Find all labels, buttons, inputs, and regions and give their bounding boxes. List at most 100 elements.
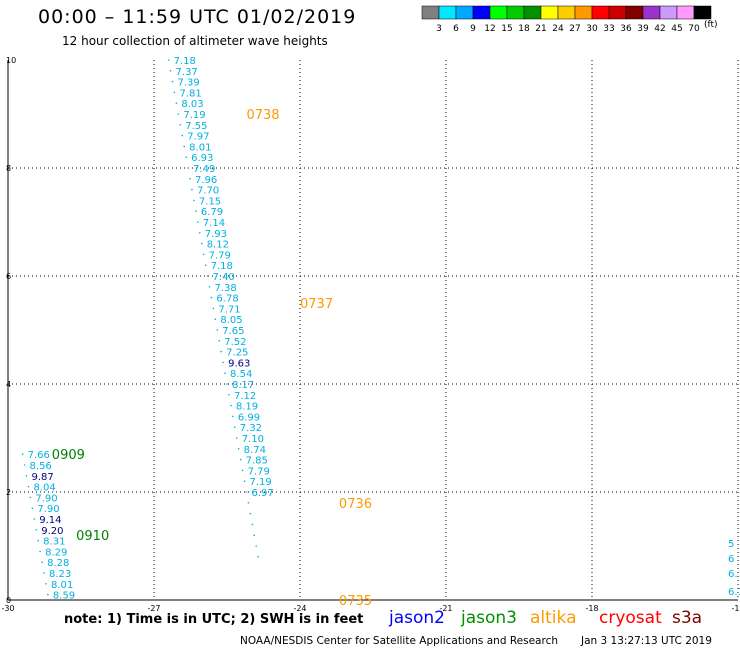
data-point (25, 475, 28, 477)
x-tick-label: -18 (585, 604, 598, 613)
data-point (218, 340, 221, 342)
footer-timestamp: Jan 3 13:27:13 UTC 2019 (581, 635, 712, 647)
data-point (232, 415, 234, 418)
colorbar-unit: (ft) (704, 20, 718, 30)
time-label: 0735 (339, 594, 372, 609)
data-point (21, 453, 24, 456)
data-point (257, 556, 259, 558)
data-label: 8.12 (207, 240, 229, 251)
data-point (37, 539, 39, 542)
data-label: 8.23 (49, 569, 71, 580)
data-label: 7.15 (199, 196, 221, 207)
data-point (206, 275, 209, 277)
colorbar-swatch (591, 5, 610, 20)
data-point (181, 134, 184, 137)
data-label: 6.79 (201, 207, 223, 218)
colorbar-label: 36 (620, 24, 632, 34)
data-label: 7.55 (185, 121, 207, 132)
data-label: 7.65 (222, 326, 244, 337)
colorbar-swatch (540, 5, 559, 20)
x-tick-label: -27 (147, 604, 160, 613)
data-point (224, 372, 226, 375)
data-label: 7.19 (183, 110, 205, 121)
data-label: 8.19 (236, 402, 258, 413)
data-point (243, 480, 246, 483)
data-point (177, 113, 180, 115)
chart-subtitle: 12 hour collection of altimeter wave hei… (62, 34, 328, 48)
y-tick-label: 4 (6, 380, 11, 389)
data-point (31, 507, 34, 510)
legend-s3a: s3a (672, 608, 703, 628)
time-label: 0737 (300, 297, 333, 312)
data-label: 8.05 (220, 315, 242, 326)
data-label: 8.29 (45, 547, 67, 558)
data-label: 7.97 (187, 132, 209, 143)
edge-data-label: 6. (728, 569, 738, 580)
legend-jason3: jason3 (461, 608, 517, 628)
data-label: 7.14 (203, 218, 225, 229)
data-point (169, 70, 172, 72)
legend-altika: altika (530, 608, 577, 628)
data-label: 8.59 (53, 591, 75, 602)
data-label: 8.04 (33, 483, 55, 494)
time-label: 0909 (52, 448, 85, 463)
data-point (216, 329, 219, 331)
data-point (43, 572, 45, 574)
data-point (245, 491, 248, 493)
legend-jason2: jason2 (389, 608, 445, 628)
data-label: 7.10 (242, 434, 264, 445)
y-tick-label: 8 (6, 164, 11, 173)
data-point (230, 404, 232, 407)
data-point (226, 383, 228, 385)
data-label: 7.37 (176, 67, 198, 78)
data-label: 6.97 (251, 488, 273, 499)
data-point (204, 264, 207, 267)
data-label: 7.79 (248, 466, 270, 477)
data-point (228, 394, 230, 396)
colorbar-swatch (625, 5, 644, 20)
data-label: 7.70 (197, 186, 219, 197)
data-point (210, 296, 213, 299)
colorbar-label: 24 (552, 24, 564, 34)
y-tick-label: 6 (6, 272, 11, 281)
data-label: 7.85 (246, 456, 268, 467)
colorbar-label: 30 (586, 24, 598, 34)
data-point (247, 502, 250, 504)
edge-data-label: 5 (728, 539, 734, 550)
colorbar-label: 42 (654, 24, 665, 34)
data-label: 7.71 (218, 304, 240, 315)
data-point (35, 529, 38, 531)
colorbar-label: 9 (470, 24, 476, 34)
data-point (45, 583, 47, 585)
x-tick-label: -30 (1, 604, 14, 613)
y-tick-label: 10 (6, 56, 16, 65)
data-point (237, 448, 240, 450)
data-point (220, 350, 222, 353)
data-point (41, 561, 43, 563)
data-point (179, 124, 182, 126)
data-point (167, 59, 170, 61)
footer-credit: NOAA/NESDIS Center for Satellite Applica… (240, 635, 558, 647)
y-tick-label: 0 (6, 596, 11, 605)
data-label: 7.90 (37, 504, 59, 515)
data-point (235, 437, 238, 439)
colorbar-swatch (455, 5, 474, 20)
data-point (47, 593, 49, 596)
colorbar-swatch (438, 5, 457, 20)
colorbar-label: 15 (501, 24, 512, 34)
data-point (222, 361, 224, 364)
colorbar-swatch (676, 5, 695, 20)
data-point (241, 469, 244, 472)
data-point (212, 307, 215, 310)
edge-data-label: 6 (728, 554, 734, 565)
time-label: 0738 (246, 108, 279, 123)
data-point (189, 178, 191, 180)
data-label: 6.78 (216, 294, 238, 305)
data-label: 7.90 (35, 493, 57, 504)
data-label: 7.12 (234, 391, 256, 402)
data-label: 7.40 (213, 272, 235, 283)
colorbar-swatch (472, 5, 491, 20)
data-label: 8.01 (189, 142, 211, 153)
data-label: 8.74 (244, 445, 266, 456)
colorbar-swatch (574, 5, 593, 20)
